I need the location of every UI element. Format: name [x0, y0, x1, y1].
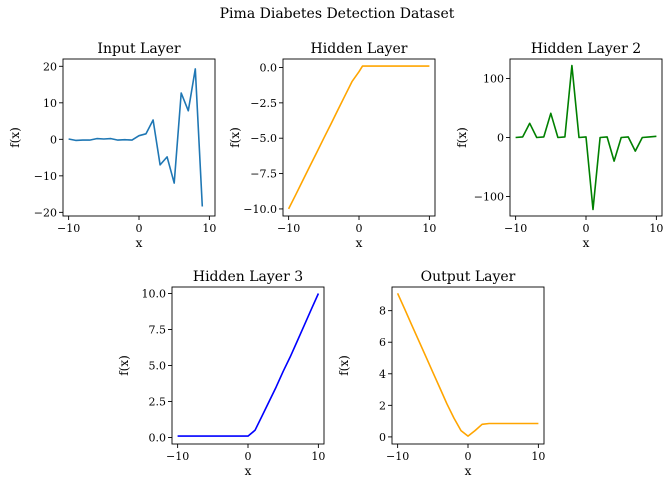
input-layer-xtick-label: 10	[202, 222, 216, 235]
hidden-layer-2-series-line	[515, 64, 657, 211]
output-layer-title: Output Layer	[421, 269, 516, 285]
output-layer-ytick-label: 8	[379, 305, 386, 318]
hidden-layer-3-axes-frame	[171, 286, 325, 445]
input-layer-xtick-label: 0	[136, 222, 143, 235]
output-layer-ytick-label: 6	[379, 336, 386, 349]
hidden-layer-3-series-line	[177, 293, 320, 437]
hidden-layer-xlabel: x	[356, 236, 363, 250]
hidden-layer-ytick-label: −5.0	[250, 132, 277, 145]
hidden-layer-3-ytick-label: 2.5	[149, 396, 167, 409]
input-layer-ytick-label: −20	[34, 206, 57, 219]
output-layer-series-line	[396, 292, 539, 437]
hidden-layer-3-plot: Hidden Layer 3 −10 0 10 10.0 7.5 5.0 2.5 0.0 x f(x…	[117, 269, 325, 478]
input-layer-axes-frame	[62, 58, 216, 217]
hidden-layer-3-xlabel: x	[245, 464, 252, 478]
input-layer-xlabel: x	[136, 236, 143, 250]
hidden-layer-title: Hidden Layer	[311, 41, 408, 57]
input-layer-series-line	[68, 68, 204, 207]
output-layer-xtick-label: −10	[386, 450, 409, 463]
hidden-layer-2-xlabel: x	[583, 236, 590, 250]
figure-title: Pima Diabetes Detection Dataset	[220, 6, 455, 22]
subplots: Input Layer−10 0 1020100−10−20xf(x)Hidden …	[8, 41, 663, 478]
hidden-layer-xtick-label: 10	[422, 222, 436, 235]
hidden-layer-2-ytick-label: −100	[474, 191, 504, 204]
output-layer-ytick-label: 4	[379, 368, 386, 381]
hidden-layer-3-ytick-label: 5.0	[149, 360, 167, 373]
output-layer-xtick-label: 10	[531, 450, 545, 463]
hidden-layer-axes-frame	[282, 58, 436, 217]
output-layer-ylabel: f(x)	[337, 355, 351, 376]
input-layer-ytick-label: 0	[50, 133, 57, 146]
hidden-layer-2-ytick-label: 0	[497, 132, 504, 145]
input-layer-xtick-label: −10	[57, 222, 80, 235]
hidden-layer-3-ytick-label: 7.5	[149, 323, 167, 336]
hidden-layer-2-xtick-label: −10	[504, 222, 527, 235]
hidden-layer-plot: Hidden Layer −10 0 10 0.0 −2.5 −5.0 −7.5 −10.0 x f…	[228, 41, 436, 250]
hidden-layer-2-xtick-label: 0	[583, 222, 590, 235]
input-layer-ytick-label: 20	[43, 60, 57, 73]
output-layer-xlabel: x	[465, 464, 472, 478]
hidden-layer-2-ylabel: f(x)	[455, 127, 469, 148]
hidden-layer-3-title: Hidden Layer 3	[193, 269, 303, 285]
hidden-layer-3-ytick-label: 10.0	[142, 287, 167, 300]
output-layer-ytick-label: 0	[379, 431, 386, 444]
output-layer-xtick-label: 0	[465, 450, 472, 463]
hidden-layer-ytick-label: −10.0	[243, 203, 277, 216]
hidden-layer-ylabel: f(x)	[228, 127, 242, 148]
hidden-layer-2-ytick-label: 100	[483, 72, 504, 85]
output-layer-axes-frame	[391, 286, 545, 445]
hidden-layer-ytick-label: −7.5	[250, 168, 277, 181]
hidden-layer-3-ytick-label: 0.0	[149, 432, 167, 445]
hidden-layer-xtick-label: −10	[277, 222, 300, 235]
input-layer-title: Input Layer	[97, 41, 180, 57]
hidden-layer-3-xtick-label: 0	[245, 450, 252, 463]
input-layer-ytick-label: −10	[34, 170, 57, 183]
input-layer-ytick-label: 10	[43, 97, 57, 110]
hidden-layer-2-title: Hidden Layer 2	[531, 41, 641, 57]
hidden-layer-ytick-label: −2.5	[250, 97, 277, 110]
hidden-layer-3-xtick-label: −10	[166, 450, 189, 463]
input-layer-ylabel: f(x)	[8, 127, 22, 148]
hidden-layer-2-xtick-label: 10	[649, 222, 663, 235]
output-layer-ytick-label: 2	[379, 399, 386, 412]
hidden-layer-series-line	[287, 65, 430, 210]
hidden-layer-xtick-label: 0	[356, 222, 363, 235]
hidden-layer-ytick-label: 0.0	[260, 61, 278, 74]
hidden-layer-3-xtick-label: 10	[311, 450, 325, 463]
hidden-layer-3-ylabel: f(x)	[117, 355, 131, 376]
